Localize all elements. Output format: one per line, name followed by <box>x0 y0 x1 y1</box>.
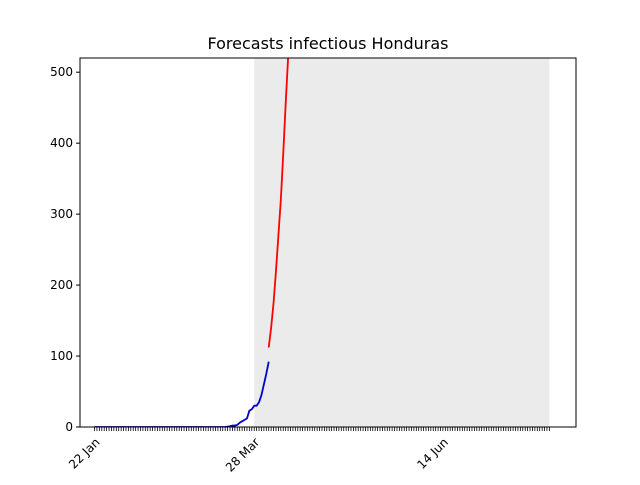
y-tick-label: 400 <box>50 136 73 150</box>
forecast-band <box>254 58 550 427</box>
plot-area <box>79 57 577 428</box>
x-tick-label: 28 Mar <box>223 435 262 474</box>
x-axis: 22 Jan 28 Mar 14 Jun <box>66 427 550 475</box>
x-tick-label: 14 Jun <box>414 435 451 472</box>
forecast-series-line <box>267 58 289 348</box>
y-tick-label: 300 <box>50 207 73 221</box>
axes-frame <box>79 57 577 428</box>
chart-title: Forecasts infectious Honduras <box>207 34 448 53</box>
y-tick-label: 0 <box>65 420 73 434</box>
y-tick-label: 100 <box>50 349 73 363</box>
y-axis: 0 100 200 300 400 500 <box>50 65 80 434</box>
y-tick-label: 200 <box>50 278 73 292</box>
observed-series-line <box>94 361 270 427</box>
y-tick-label: 500 <box>50 65 73 79</box>
x-tick-label: 22 Jan <box>66 435 102 471</box>
